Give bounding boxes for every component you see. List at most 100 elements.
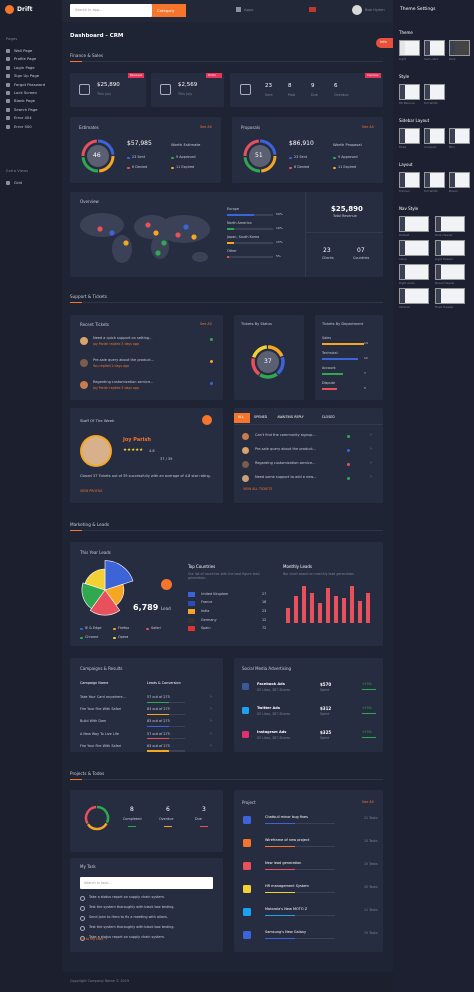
- see-all[interactable]: See All: [200, 125, 212, 129]
- theme-option[interactable]: Fixed Header: [435, 305, 454, 309]
- card-title: Proposals: [241, 125, 261, 130]
- theme-option[interactable]: Vertical: [399, 305, 410, 309]
- task-link[interactable]: Go to My task →: [80, 937, 108, 941]
- ticket-tab[interactable]: OPENED: [253, 415, 268, 419]
- amount-label: Worth Proposal: [333, 141, 362, 147]
- theme-thumbnail[interactable]: [399, 240, 429, 256]
- theme-option[interactable]: Light Header: [435, 257, 454, 261]
- theme-option[interactable]: Rtl Balance: [399, 101, 415, 105]
- badge: [128, 73, 144, 78]
- region-bar: [227, 242, 234, 244]
- sidebar-item[interactable]: Error 500: [14, 123, 32, 129]
- progress-track: [265, 937, 335, 939]
- legend-dot: [113, 627, 116, 630]
- sidebar-item[interactable]: Forgot Password: [14, 81, 46, 87]
- campaign-name: Take Your Card anywhere...: [80, 695, 126, 699]
- theme-option[interactable]: Framed: [399, 189, 410, 193]
- theme-option[interactable]: Compact: [424, 145, 437, 149]
- see-all[interactable]: See All: [200, 322, 212, 326]
- project-name: Wireframe of new project: [265, 838, 310, 842]
- theme-option[interactable]: Full Width: [424, 101, 438, 105]
- bar: [358, 600, 362, 623]
- chevron: ›: [370, 432, 372, 438]
- social-change: +15%: [362, 706, 372, 710]
- social-value-label: Spent: [320, 736, 330, 740]
- card-title: Estimates: [79, 125, 99, 130]
- theme-option[interactable]: Right Aside: [399, 281, 415, 285]
- sidebar-icon: [6, 65, 10, 70]
- region-value: 5%: [276, 253, 281, 258]
- project-tasks: 10 Tasks: [364, 839, 378, 843]
- theme-option[interactable]: Boxed Header: [435, 281, 455, 285]
- flag: [188, 609, 195, 615]
- theme-thumbnail[interactable]: [435, 264, 465, 280]
- clients-value: 23: [323, 247, 331, 254]
- sidebar-item[interactable]: Grid: [14, 180, 22, 185]
- theme-thumbnail[interactable]: [435, 288, 465, 304]
- ticket-tab[interactable]: CLOSED: [321, 415, 335, 419]
- sidebar-item[interactable]: Lock Screen: [14, 90, 37, 95]
- card-period: This July: [178, 92, 193, 96]
- info-button-label[interactable]: Info: [380, 40, 387, 44]
- sidebar-item[interactable]: Error 404: [14, 115, 32, 121]
- theme-option[interactable]: Boxed: [449, 189, 458, 193]
- theme-option[interactable]: Full Width: [424, 189, 438, 193]
- category-button[interactable]: [152, 4, 186, 17]
- total-label: Total Revenue: [333, 214, 357, 218]
- campaign-result: 63 out of 275: [147, 743, 170, 748]
- stat-underline: [200, 826, 208, 827]
- thumbnail-sidebar: [425, 173, 430, 187]
- sidebar-item[interactable]: Wall Page: [14, 48, 33, 53]
- flag: [188, 592, 195, 597]
- theme-option[interactable]: Light: [399, 57, 406, 61]
- theme-thumbnail[interactable]: [435, 216, 465, 232]
- sidebar-item[interactable]: Sign Up Page: [14, 73, 40, 79]
- progress-track: [265, 868, 335, 870]
- theme-thumbnail[interactable]: [435, 240, 465, 256]
- avatar: [242, 447, 249, 454]
- progress-bar: [147, 701, 169, 703]
- status-dot: [347, 448, 350, 452]
- theme-option[interactable]: Mini: [449, 145, 455, 149]
- theme-option[interactable]: Semi-dark: [424, 57, 439, 61]
- theme-option[interactable]: Inline: [399, 257, 407, 261]
- ticket-tab[interactable]: ALL: [238, 415, 244, 419]
- sidebar-item[interactable]: Search Page: [14, 106, 38, 112]
- sidebar-item[interactable]: Blank Page: [14, 98, 35, 104]
- theme-option[interactable]: Dark: [449, 57, 456, 61]
- see-all[interactable]: See All: [362, 800, 374, 804]
- sidebar-item[interactable]: Login Page: [14, 64, 35, 70]
- campaign-name: A New Way To Live Life: [80, 731, 119, 736]
- sidebar-icon: [6, 57, 10, 62]
- theme-thumbnail[interactable]: [399, 216, 429, 232]
- region-name: North America: [227, 221, 252, 225]
- sidebar-item[interactable]: Profile Page: [14, 56, 37, 62]
- ticket-text: Need some support to add a new...: [255, 475, 317, 479]
- theme-thumbnail[interactable]: [399, 264, 429, 280]
- category-button-label[interactable]: Category: [157, 7, 175, 13]
- view-all-tickets[interactable]: VIEW ALL TICKETS: [243, 487, 273, 491]
- apps-link[interactable]: Apps: [244, 7, 254, 12]
- social-value: $325: [320, 730, 332, 735]
- map-marker: [123, 240, 129, 246]
- stat: 11 Expired: [338, 165, 357, 169]
- ticket-meta: Joy Parish replied 3 days ago: [93, 386, 139, 390]
- donut-segment: [260, 155, 277, 173]
- theme-thumbnail[interactable]: [399, 288, 429, 304]
- view-profile[interactable]: VIEW PROFILE: [80, 489, 103, 493]
- theme-option[interactable]: Dark Header: [435, 233, 453, 237]
- map-land: [112, 235, 132, 263]
- avatar: [242, 461, 249, 468]
- ticket-tab[interactable]: AWAITING REPLY: [277, 415, 304, 419]
- social-icon: [242, 707, 249, 714]
- see-all[interactable]: See All: [362, 125, 374, 129]
- bar: [302, 585, 306, 623]
- theme-option[interactable]: Default: [399, 233, 410, 237]
- table-header: Campaign Name: [80, 681, 109, 685]
- social-icon: [242, 731, 249, 738]
- user-name[interactable]: Bob Hyden: [365, 7, 385, 12]
- donut: [84, 805, 110, 831]
- theme-option[interactable]: Fixed: [399, 145, 407, 149]
- status-dot: [347, 476, 350, 480]
- department-bar: [322, 343, 364, 345]
